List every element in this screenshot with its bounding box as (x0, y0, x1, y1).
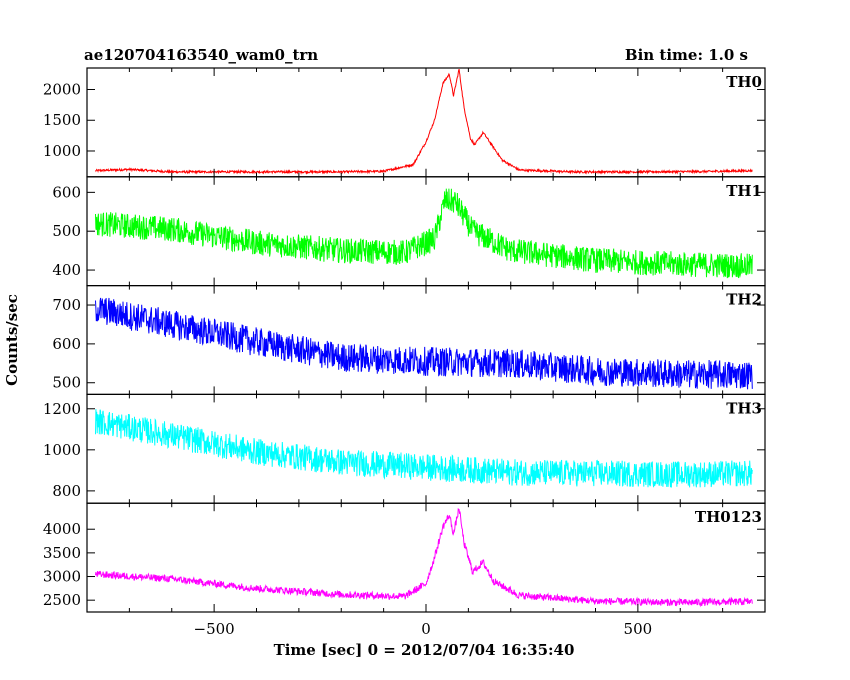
ytick-label-th3: 1000 (43, 441, 81, 459)
panel-label-th0123: TH0123 (695, 508, 762, 526)
ytick-label-th0123: 2500 (43, 591, 81, 609)
y-axis-label: Counts/sec (3, 294, 21, 386)
series-line-th3 (95, 409, 753, 488)
ytick-label-th0: 1000 (43, 142, 81, 160)
series-line-th0123 (95, 508, 753, 608)
chart-title-left: ae120704163540_wam0_trn (84, 46, 318, 64)
ytick-label-th3: 800 (52, 482, 81, 500)
ytick-label-th0: 2000 (43, 81, 81, 99)
ytick-label-th2: 600 (52, 335, 81, 353)
x-axis-label: Time [sec] 0 = 2012/07/04 16:35:40 (274, 641, 575, 659)
ytick-label-th1: 400 (52, 261, 81, 279)
panel-frame-th0 (86, 67, 766, 178)
ytick-label-th2: 700 (52, 296, 81, 314)
ytick-label-th1: 500 (52, 222, 81, 240)
panel-label-th3: TH3 (726, 399, 762, 417)
panel-label-th0: TH0 (726, 73, 762, 91)
panel-label-th1: TH1 (726, 182, 762, 200)
ytick-label-th0123: 3500 (43, 544, 81, 562)
series-line-th2 (95, 297, 753, 390)
ytick-label-th0123: 4000 (43, 520, 81, 538)
series-line-th1 (95, 188, 753, 279)
series-line-th0 (95, 68, 753, 175)
panel-frame-th0123 (86, 502, 766, 613)
panel-label-th2: TH2 (726, 291, 762, 309)
ytick-label-th3: 1200 (43, 400, 81, 418)
xtick-label: −500 (194, 620, 235, 638)
panels-group: 1000 1500 2000 TH0 400 500 600 TH1 500 600 700 TH2 8… (43, 67, 766, 638)
xtick-label: 0 (421, 620, 431, 638)
chart-title-right: Bin time: 1.0 s (625, 46, 748, 64)
ytick-label-th1: 600 (52, 183, 81, 201)
ytick-label-th2: 500 (52, 374, 81, 392)
xtick-label: 500 (624, 620, 653, 638)
ytick-label-th0123: 3000 (43, 568, 81, 586)
ytick-label-th0: 1500 (43, 111, 81, 129)
